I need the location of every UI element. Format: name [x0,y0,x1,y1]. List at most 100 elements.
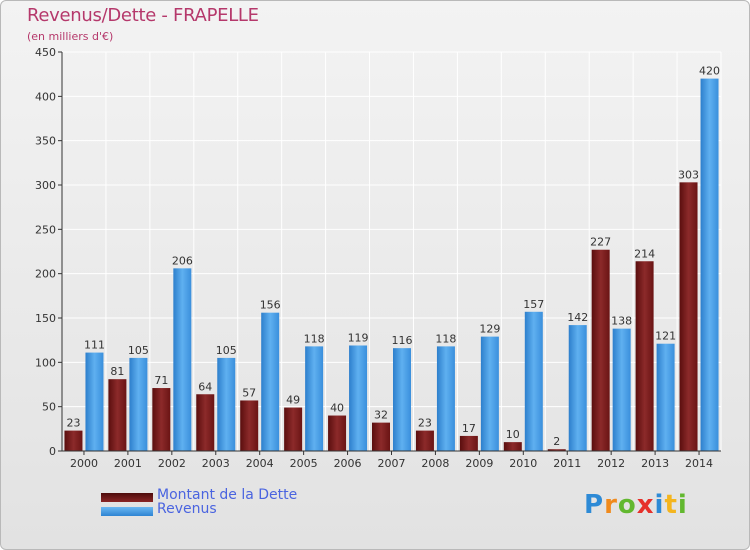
debt-bar [547,449,566,451]
revenue-bar [656,343,675,451]
debt-bar [459,435,478,451]
y-tick-label: 400 [35,90,56,103]
y-tick-label: 250 [35,223,56,236]
revenue-bar [261,312,280,451]
y-tick-label: 150 [35,312,56,325]
logo-letter: x [636,490,655,520]
debt-bar [64,430,83,451]
chart-title: Revenus/Dette - FRAPELLE [27,5,259,26]
revenue-bar [568,325,587,451]
x-tick-label: 2007 [378,457,406,470]
revenue-value-label: 157 [523,298,544,311]
revenue-bar [129,357,148,451]
y-tick-label: 0 [49,445,56,458]
revenue-value-label: 116 [392,334,413,347]
revenue-bar [700,78,719,451]
revenue-bar [436,346,455,451]
proxiti-logo: Proxiti [584,490,688,520]
debt-bar [284,407,303,451]
x-tick-label: 2009 [465,457,493,470]
x-tick-label: 2000 [70,457,98,470]
debt-bar [679,182,698,451]
x-tick-label: 2001 [114,457,142,470]
revenue-value-label: 118 [435,332,456,345]
logo-letter: o [617,490,637,520]
debt-value-label: 32 [374,409,388,422]
legend-label-debt: Montant de la Dette [157,487,298,503]
debt-bar [240,400,259,451]
logo-letter: t [664,490,678,520]
y-tick-label: 450 [35,46,56,59]
revenue-value-label: 121 [655,330,676,343]
revenue-bar [480,336,499,451]
debt-value-label: 23 [66,417,80,430]
debt-bar [108,379,127,451]
revenue-value-label: 129 [479,323,500,336]
logo-letter: i [677,490,688,520]
debt-bar [503,442,522,451]
debt-value-label: 81 [110,365,124,378]
revenue-value-label: 105 [216,344,237,357]
debt-value-label: 214 [634,247,655,260]
revenue-bar [173,268,192,451]
revenue-value-label: 138 [611,315,632,328]
debt-value-label: 49 [286,394,300,407]
debt-value-label: 57 [242,386,256,399]
legend-label-revenue: Revenus [157,501,217,517]
revenue-bar [217,357,236,451]
debt-bar [415,430,434,451]
x-tick-label: 2004 [246,457,274,470]
y-tick-label: 200 [35,268,56,281]
revenue-value-label: 156 [260,299,281,312]
revenue-value-label: 142 [567,311,588,324]
debt-bar [152,388,171,451]
x-tick-label: 2006 [334,457,362,470]
debt-bar [591,249,610,451]
debt-value-label: 17 [462,422,476,435]
x-tick-label: 2010 [509,457,537,470]
debt-value-label: 64 [198,380,212,393]
debt-value-label: 2 [553,435,560,448]
debt-bar [372,422,390,451]
x-tick-label: 2011 [553,457,581,470]
revenue-value-label: 111 [84,339,105,352]
debt-value-label: 10 [506,428,520,441]
revenue-bar [524,311,543,451]
debt-value-label: 23 [418,417,432,430]
logo-letter: r [604,490,618,520]
y-tick-label: 50 [42,401,56,414]
debt-value-label: 303 [678,168,699,181]
x-tick-label: 2012 [597,457,625,470]
x-tick-label: 2008 [421,457,449,470]
x-tick-label: 2002 [158,457,186,470]
logo-letter: i [654,490,665,520]
y-tick-label: 100 [35,356,56,369]
revenue-value-label: 420 [699,65,720,78]
x-tick-label: 2003 [202,457,230,470]
debt-value-label: 71 [154,374,168,387]
debt-value-label: 227 [590,236,611,249]
y-tick-label: 300 [35,179,56,192]
debt-bar [196,394,215,451]
revenue-value-label: 118 [304,332,325,345]
legend-swatch-revenue [101,507,153,516]
x-tick-label: 2005 [290,457,318,470]
x-tick-label: 2014 [685,457,713,470]
y-tick-label: 350 [35,135,56,148]
revenue-value-label: 206 [172,254,193,267]
revenue-bar [612,328,631,451]
revenue-value-label: 119 [348,331,369,344]
revenue-bar [349,345,368,451]
revenue-bar [305,346,324,451]
debt-bar [328,415,347,451]
debt-value-label: 40 [330,402,344,415]
legend-swatch-debt [101,493,153,502]
chart-subtitle: (en milliers d'€) [27,30,114,43]
revenue-bar [393,348,411,451]
x-tick-label: 2013 [641,457,669,470]
debt-bar [635,261,654,451]
revenue-value-label: 105 [128,344,149,357]
revenue-bar [85,352,104,451]
